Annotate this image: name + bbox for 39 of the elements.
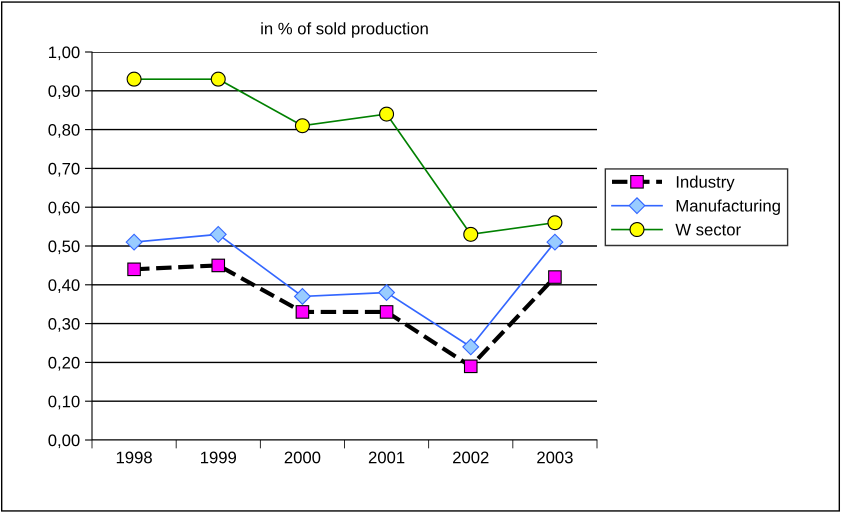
y-tick-label: 1,00: [49, 46, 80, 60]
point: [294, 118, 310, 134]
y-tick-label: 0,50: [48, 240, 80, 254]
point: [211, 258, 226, 272]
point: [127, 262, 141, 276]
point: [378, 284, 395, 301]
y-tick-label: 0,70: [48, 162, 80, 177]
point: [210, 226, 227, 243]
x-tick-label: 1999: [200, 452, 236, 464]
point: [380, 305, 394, 319]
point: [379, 106, 394, 122]
x-tick-label: 2000: [284, 452, 320, 464]
point: [463, 226, 478, 242]
point: [296, 305, 310, 319]
point: [294, 288, 311, 305]
x-tick-label: 2003: [537, 452, 573, 464]
y-tick-label: 0,40: [48, 279, 80, 293]
x-tick-label: 2001: [368, 452, 404, 464]
point: [464, 359, 478, 374]
chart-title: in % of sold production: [261, 22, 428, 38]
point: [210, 72, 226, 87]
x-tick-label: 2002: [453, 452, 488, 464]
y-tick-label: 0,80: [48, 124, 80, 138]
legend-label: W sector: [675, 224, 741, 236]
y-tick-label: 0,60: [48, 202, 80, 216]
point: [126, 72, 142, 87]
legend-label: Manufacturing: [676, 199, 780, 215]
legend-label: Industry: [676, 176, 735, 192]
y-tick-label: 0,90: [48, 85, 80, 99]
point: [546, 234, 564, 251]
y-tick-label: 0,10: [48, 396, 80, 410]
point: [548, 270, 562, 284]
y-tick-label: 0,00: [48, 434, 80, 448]
point: [462, 338, 480, 356]
x-tick-label: 1998: [116, 452, 152, 464]
y-tick-label: 0,30: [48, 318, 80, 332]
y-tick-label: 0,20: [48, 356, 80, 371]
point: [547, 215, 562, 230]
point: [126, 234, 142, 251]
